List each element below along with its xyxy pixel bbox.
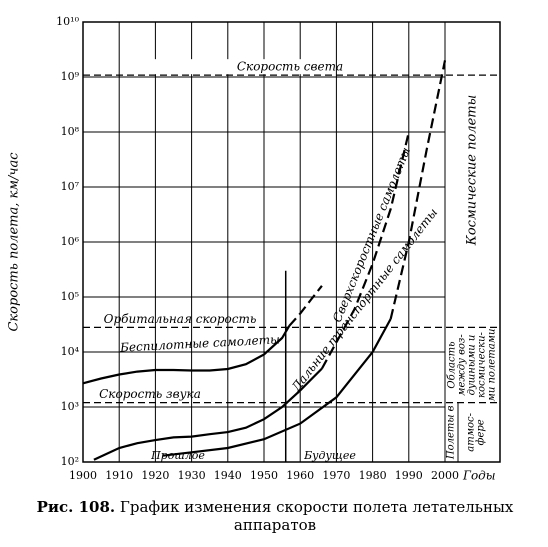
zone-label: фере bbox=[476, 419, 487, 445]
x-tick-label: 1920 bbox=[141, 469, 169, 482]
x-tick-label: 1970 bbox=[322, 469, 350, 482]
x-tick-label: 1980 bbox=[359, 469, 387, 482]
reference-label: Скорость света bbox=[237, 60, 343, 74]
x-tick-label: 1910 bbox=[105, 469, 133, 482]
y-tick-label: 10⁵ bbox=[61, 290, 79, 303]
reference-label: Скорость звука bbox=[99, 387, 201, 401]
caption: Рис. 108. График изменения скорости поле… bbox=[30, 498, 520, 534]
period-label: Будущее bbox=[303, 449, 356, 462]
plot-frame bbox=[82, 21, 501, 463]
zone-label: между воз- bbox=[457, 334, 468, 396]
x-tick-label: 1930 bbox=[178, 469, 206, 482]
chart: Скорость полета, км/час Годы Прошлое Буд… bbox=[7, 15, 501, 483]
y-tick-label: 10⁹ bbox=[61, 70, 80, 83]
y-axis-label: Скорость полета, км/час bbox=[7, 152, 22, 332]
curve bbox=[389, 60, 447, 320]
zone-label: Космические полеты bbox=[465, 95, 480, 246]
x-axis-label: Годы bbox=[462, 469, 496, 483]
zone-label: душными и bbox=[467, 335, 478, 396]
y-tick-label: 10⁶ bbox=[61, 235, 80, 248]
reference-label: Орбитальная скорость bbox=[104, 312, 257, 326]
zone-label: Область bbox=[447, 341, 458, 388]
zone-label: Полеты в bbox=[446, 405, 457, 460]
curve bbox=[288, 285, 323, 327]
caption-text: График изменения скорости полета летател… bbox=[119, 498, 514, 534]
zone-label: ми полетами bbox=[487, 329, 498, 402]
y-tick-label: 10³ bbox=[61, 400, 79, 413]
x-tick-label: 2000 bbox=[431, 469, 459, 482]
x-tick-label: 1950 bbox=[250, 469, 278, 482]
curve bbox=[162, 318, 392, 457]
zone-label: космически- bbox=[477, 331, 488, 397]
y-tick-label: 10⁷ bbox=[61, 180, 80, 193]
y-tick-label: 10¹⁰ bbox=[56, 15, 79, 28]
y-tick-label: 10⁸ bbox=[61, 125, 80, 138]
zone-label: атмос- bbox=[466, 412, 477, 451]
curve bbox=[82, 325, 291, 385]
x-tick-label: 1940 bbox=[214, 469, 242, 482]
curve-label: Беспилотные самолеты bbox=[119, 332, 280, 354]
x-tick-label: 1990 bbox=[395, 469, 423, 482]
curve bbox=[320, 131, 410, 370]
x-tick-label: 1960 bbox=[286, 469, 314, 482]
caption-number: Рис. 108. bbox=[36, 498, 116, 516]
y-tick-label: 10² bbox=[61, 455, 79, 468]
curve bbox=[93, 367, 323, 461]
label-bg bbox=[135, 59, 325, 75]
x-tick-label: 1900 bbox=[69, 469, 97, 482]
y-tick-label: 10⁴ bbox=[61, 345, 80, 358]
